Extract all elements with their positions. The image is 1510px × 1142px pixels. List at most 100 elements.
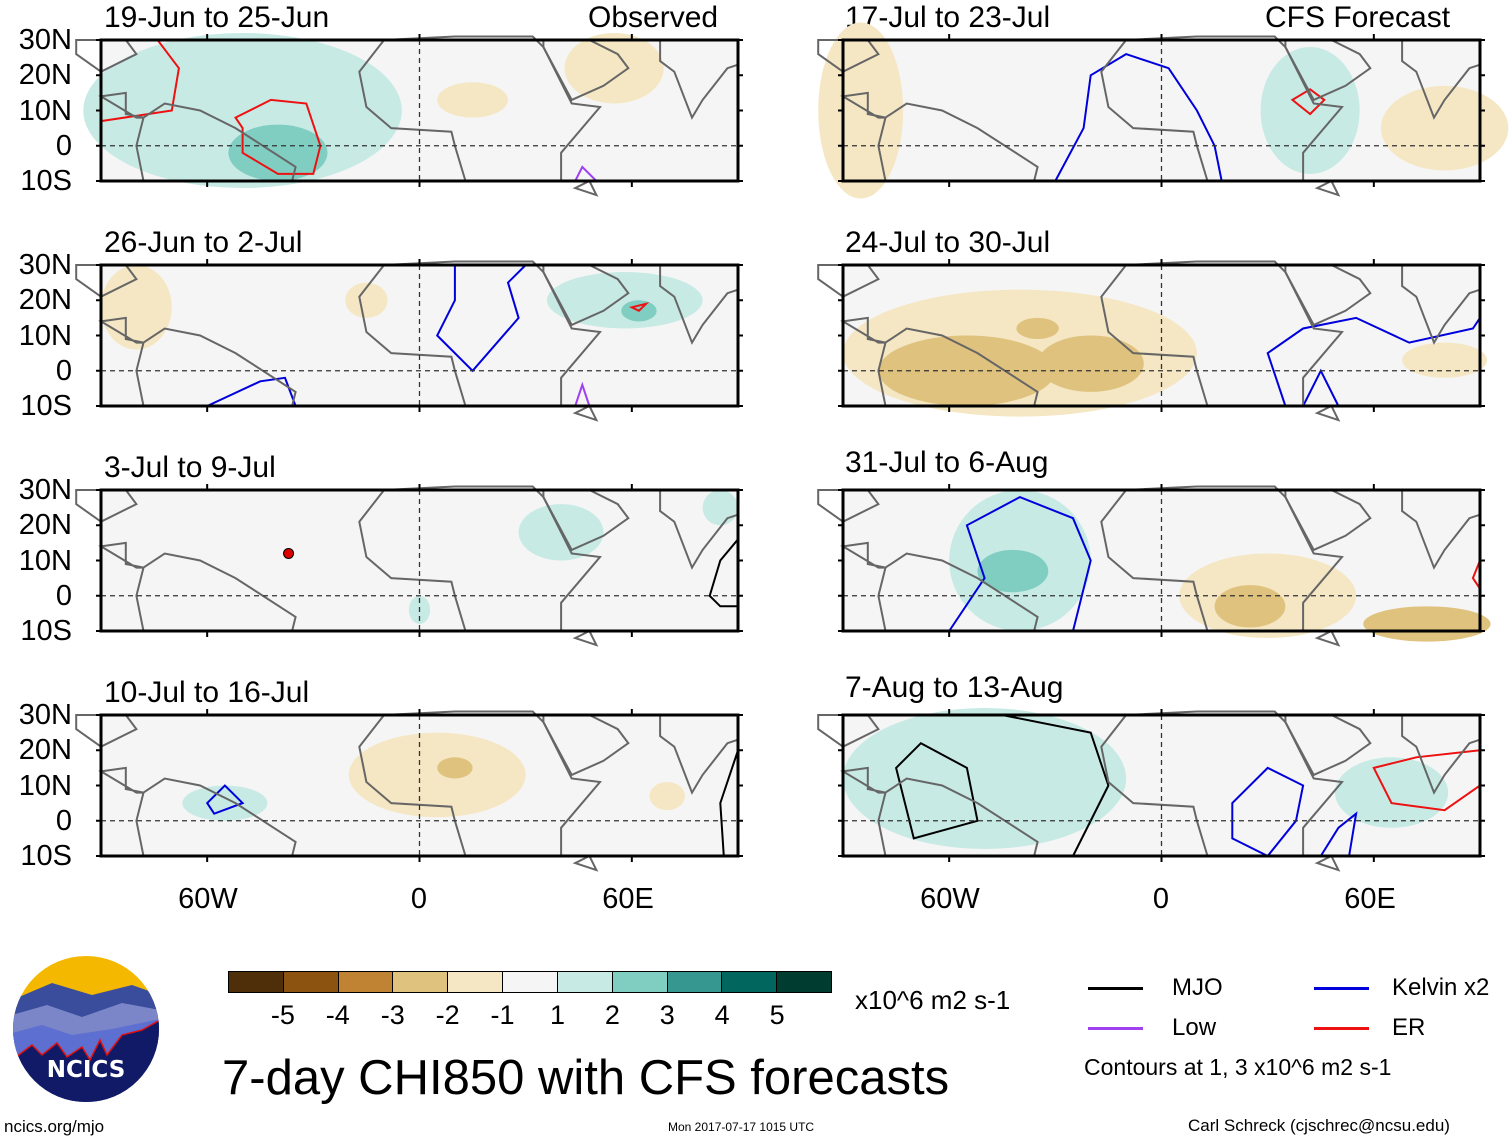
panel-title-p4: 10-Jul to 16-Jul [104, 676, 310, 709]
lat-tick-label: 10N [18, 319, 72, 352]
lat-tick-label: 10N [18, 94, 72, 127]
map-panel-p3 [75, 484, 743, 647]
shading-blob [564, 32, 664, 104]
colorbar-tick-label: -5 [270, 1000, 295, 1030]
shading-blob [878, 335, 1056, 406]
lat-tick-label: 10N [18, 769, 72, 802]
lat-tick-label: 0 [55, 354, 72, 387]
coastline [1314, 404, 1341, 422]
author-credit: Carl Schreck (cjschrec@ncsu.edu) [1188, 1116, 1450, 1135]
colorbar [228, 971, 832, 993]
map-panel-p1 [75, 32, 743, 197]
legend-line-low [1088, 1027, 1143, 1030]
lat-tick-label: 30N [18, 474, 72, 506]
colorbar-swatch [283, 972, 339, 992]
shading-blob [1260, 47, 1360, 174]
coastline [840, 766, 886, 794]
contour-kelvin [1054, 53, 1223, 182]
colorbar-swatch [229, 972, 284, 992]
lat-tick-label: 30N [18, 24, 72, 56]
coastline [1314, 629, 1341, 647]
map-panel-p2 [75, 259, 743, 422]
coastline [877, 102, 1039, 182]
contour-mjo [719, 749, 739, 857]
coastline [98, 541, 144, 569]
shading-blob [345, 282, 388, 318]
lat-tick-label: 30N [18, 699, 72, 731]
panel-title-p1: 19-Jun to 25-Jun [104, 1, 330, 34]
map-panel-p6 [817, 259, 1488, 422]
coastline [1314, 179, 1341, 197]
panel-title-p6: 24-Jul to 30-Jul [845, 226, 1051, 259]
contour-kelvin [948, 495, 1092, 632]
shading-blob [977, 549, 1049, 593]
shading-blob [1214, 585, 1286, 628]
contour-mjo [708, 538, 739, 608]
contour-low [574, 381, 591, 407]
coastline [98, 91, 144, 119]
lat-tick-label: 10S [20, 615, 72, 647]
timestamp: Mon 2017-07-17 1015 UTC [668, 1120, 815, 1134]
site-url[interactable]: ncics.org/mjo [4, 1117, 105, 1136]
column-label-observed: Observed [588, 1, 719, 34]
shading-blob [437, 757, 473, 779]
legend-line-mjo [1088, 987, 1143, 990]
lat-tick-label: 20N [18, 59, 72, 92]
panel-title-p2: 26-Jun to 2-Jul [104, 226, 303, 259]
coastline [98, 316, 144, 344]
coastline [840, 316, 886, 344]
lat-tick-label: 10S [20, 165, 72, 197]
lon-tick-label: 0 [1152, 883, 1170, 915]
colorbar-tick-label: -3 [380, 1000, 405, 1030]
colorbar-swatch [393, 972, 449, 992]
colorbar-swatch [667, 972, 723, 992]
contour-er [628, 301, 650, 313]
panel-title-p3: 3-Jul to 9-Jul [104, 451, 276, 484]
panel-title-p8: 7-Aug to 13-Aug [845, 671, 1064, 704]
coastline [135, 327, 297, 407]
contour-mjo [894, 741, 979, 840]
legend-label-er: ER [1392, 1014, 1426, 1041]
coastline [358, 260, 602, 407]
lon-tick-label: 0 [410, 883, 428, 915]
lat-tick-label: 20N [18, 734, 72, 767]
lat-tick-label: 30N [18, 249, 72, 281]
shading-blob [1334, 757, 1449, 828]
coastline [358, 485, 602, 632]
lon-tick-label: 60E [1344, 883, 1396, 915]
shading-blob [818, 22, 904, 199]
lat-tick-label: 20N [18, 509, 72, 542]
legend-label-kelvin: Kelvin x2 [1392, 974, 1490, 1001]
coastline [98, 766, 144, 794]
lon-tick-label: 60W [920, 883, 980, 915]
contour-kelvin [1266, 316, 1481, 407]
coastline [572, 854, 599, 872]
coastline [135, 777, 297, 857]
colorbar-tick-label: -2 [435, 1000, 460, 1030]
shading-blob [702, 490, 738, 526]
legend-line-kelvin [1314, 987, 1369, 990]
contour-er [1471, 560, 1481, 590]
contour-kelvin [205, 784, 245, 815]
contour-note: Contours at 1, 3 x10^6 m2 s-1 [1084, 1054, 1392, 1080]
colorbar-swatch [557, 972, 613, 992]
shading-blob [1363, 606, 1491, 642]
coastline [877, 777, 1039, 857]
legend-label-low: Low [1172, 1014, 1217, 1041]
coastline [1100, 710, 1344, 857]
shading-blob [1016, 317, 1059, 340]
colorbar-tick-label: 1 [549, 1000, 565, 1030]
colorbar-swatch [612, 972, 668, 992]
lat-tick-label: 0 [55, 804, 72, 837]
coastline [1100, 35, 1344, 182]
coastline [572, 404, 599, 422]
colorbar-units: x10^6 m2 s-1 [855, 985, 1011, 1015]
coastline [877, 327, 1039, 407]
colorbar-swatch [777, 972, 831, 992]
shading-blob [1402, 342, 1488, 378]
coastline [572, 179, 599, 197]
logo-text: NCICS [47, 1057, 126, 1083]
lat-tick-label: 20N [18, 284, 72, 317]
shading-blob [649, 781, 685, 811]
contour-er [1290, 88, 1326, 116]
